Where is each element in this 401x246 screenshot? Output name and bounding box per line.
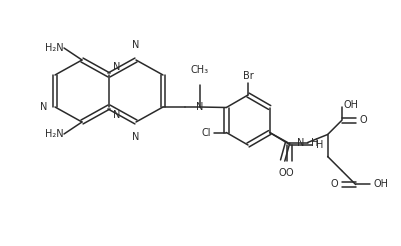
- Text: CH₃: CH₃: [190, 65, 209, 75]
- Text: N: N: [40, 102, 47, 112]
- Text: OH: OH: [343, 99, 358, 109]
- Text: H: H: [310, 138, 317, 149]
- Text: Cl: Cl: [201, 127, 211, 138]
- Text: H₂N: H₂N: [45, 43, 64, 53]
- Text: H: H: [315, 139, 322, 150]
- Text: N: N: [296, 138, 304, 148]
- Text: N: N: [196, 102, 203, 112]
- Text: H₂N: H₂N: [45, 129, 64, 139]
- Text: OH: OH: [373, 180, 388, 189]
- Text: O: O: [329, 180, 337, 189]
- Text: O: O: [278, 169, 286, 179]
- Text: O: O: [359, 116, 367, 125]
- Text: Br: Br: [242, 71, 253, 81]
- Text: N: N: [113, 62, 120, 72]
- Text: N: N: [132, 132, 139, 142]
- Text: N: N: [132, 40, 139, 50]
- Text: O: O: [285, 169, 293, 179]
- Text: N: N: [113, 110, 120, 120]
